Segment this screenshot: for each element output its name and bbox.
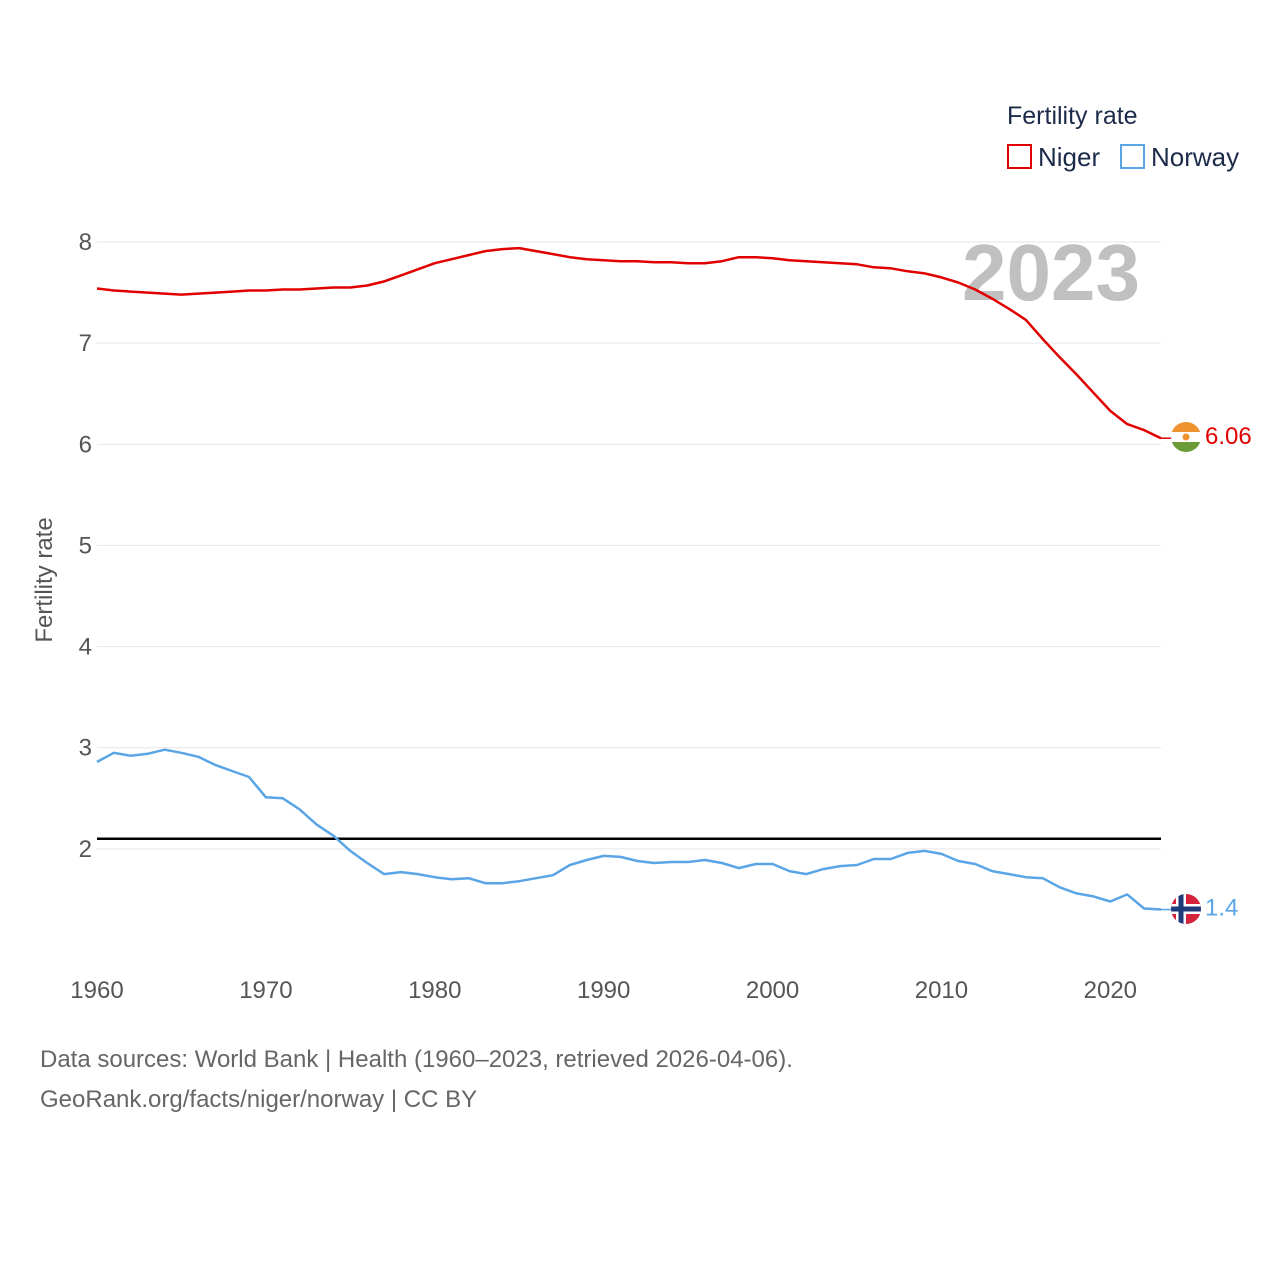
y-tick-label-4: 4 [79, 634, 92, 661]
x-tick-label-1970: 1970 [239, 977, 292, 1004]
niger-flag-orange [1171, 422, 1201, 432]
x-tick-label-1980: 1980 [408, 977, 461, 1004]
x-tick-label-1960: 1960 [70, 977, 123, 1004]
niger-flag-sun [1182, 433, 1190, 441]
y-axis-label: Fertility rate [31, 517, 58, 642]
legend-swatch-niger [1007, 144, 1032, 169]
source-footer: Data sources: World Bank | Health (1960–… [40, 1040, 793, 1120]
niger-flag-icon [1171, 422, 1201, 452]
end-label-norway: 1.4 [1205, 895, 1238, 922]
norway-flag-blue-h [1171, 906, 1201, 912]
y-tick-label-7: 7 [79, 330, 92, 357]
source-line-2: GeoRank.org/facts/niger/norway | CC BY [40, 1086, 478, 1113]
x-tick-label-2010: 2010 [915, 977, 968, 1004]
source-line-1: Data sources: World Bank | Health (1960–… [40, 1046, 793, 1073]
series-line-niger [96, 246, 1162, 440]
norway-flag-icon [1171, 894, 1201, 924]
end-label-niger: 6.06 [1205, 423, 1252, 450]
x-tick-label-2000: 2000 [746, 977, 799, 1004]
legend-label-norway: Norway [1151, 142, 1239, 172]
niger-flag-green [1171, 442, 1201, 452]
year-label: 2023 [962, 228, 1140, 317]
y-tick-label-5: 5 [79, 532, 92, 559]
x-tick-label-1990: 1990 [577, 977, 630, 1004]
y-tick-label-3: 3 [79, 735, 92, 762]
y-tick-label-8: 8 [79, 229, 92, 256]
y-tick-label-2: 2 [79, 836, 92, 863]
legend-swatch-norway [1120, 144, 1145, 169]
y-tick-label-6: 6 [79, 431, 92, 458]
legend-title: Fertility rate [1007, 102, 1138, 130]
legend-label-niger: Niger [1038, 142, 1100, 172]
norway-flag-blue-v [1178, 894, 1184, 924]
x-tick-label-2020: 2020 [1084, 977, 1137, 1004]
series-line-norway [96, 748, 1162, 911]
